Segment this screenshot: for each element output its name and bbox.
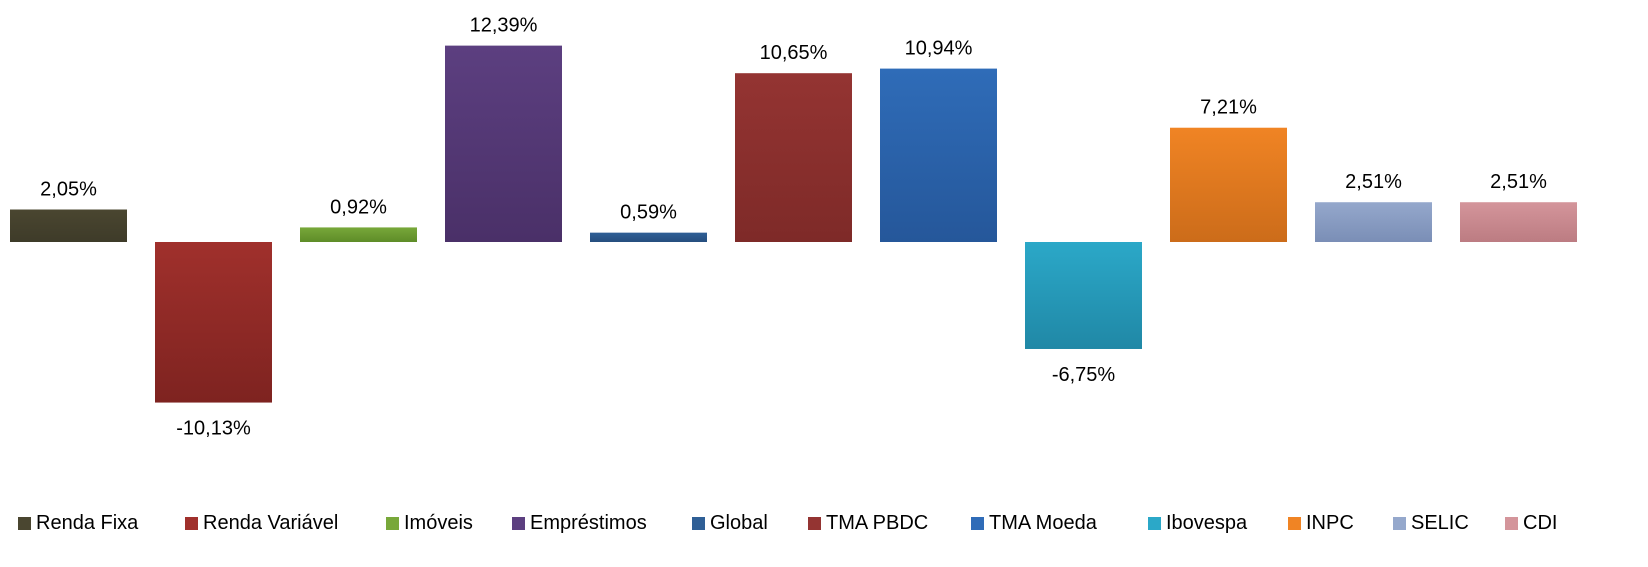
legend-swatch-renda-fixa <box>18 517 31 530</box>
legend-label-inpc: INPC <box>1306 512 1354 534</box>
data-label-emprestimos: 12,39% <box>470 15 538 37</box>
bar-inpc <box>1170 127 1287 242</box>
legend-swatch-tma-moeda <box>971 517 984 530</box>
legend-label-tma-moeda: TMA Moeda <box>989 512 1097 534</box>
legend-item-renda-fixa: Renda Fixa <box>18 512 138 535</box>
legend-item-ibovespa: Ibovespa <box>1148 512 1247 535</box>
data-label-renda-fixa: 2,05% <box>40 179 97 201</box>
legend-swatch-ibovespa <box>1148 517 1161 530</box>
legend-label-imoveis: Imóveis <box>404 512 473 534</box>
bars-group <box>10 45 1577 403</box>
data-label-selic: 2,51% <box>1345 171 1402 193</box>
data-label-ibovespa: -6,75% <box>1052 364 1116 386</box>
legend-swatch-inpc <box>1288 517 1301 530</box>
bar-emprestimos <box>445 45 562 242</box>
legend: Renda Fixa Renda Variável Imóveis Empréstim… <box>0 512 1648 542</box>
data-label-imoveis: 0,92% <box>330 196 387 218</box>
bar-selic <box>1315 202 1432 242</box>
legend-item-inpc: INPC <box>1288 512 1354 535</box>
legend-label-renda-fixa: Renda Fixa <box>36 512 139 534</box>
data-label-inpc: 7,21% <box>1200 97 1257 119</box>
legend-label-global: Global <box>710 512 768 534</box>
legend-item-emprestimos: Empréstimos <box>512 512 647 535</box>
legend-item-global: Global <box>692 512 768 535</box>
data-label-global: 0,59% <box>620 202 677 224</box>
legend-item-selic: SELIC <box>1393 512 1469 535</box>
bar-ibovespa <box>1025 242 1142 349</box>
data-label-tma-pbdc: 10,65% <box>760 42 828 64</box>
bar-imoveis <box>300 227 417 242</box>
legend-item-renda-variavel: Renda Variável <box>185 512 338 535</box>
legend-label-cdi: CDI <box>1523 512 1558 534</box>
legend-swatch-global <box>692 517 705 530</box>
bar-tma-pbdc <box>735 73 852 242</box>
legend-swatch-cdi <box>1505 517 1518 530</box>
legend-swatch-emprestimos <box>512 517 525 530</box>
legend-label-emprestimos: Empréstimos <box>530 512 647 534</box>
legend-item-imoveis: Imóveis <box>386 512 473 535</box>
legend-swatch-renda-variavel <box>185 517 198 530</box>
bar-renda-fixa <box>10 209 127 242</box>
legend-item-tma-pbdc: TMA PBDC <box>808 512 928 535</box>
data-label-cdi: 2,51% <box>1490 171 1547 193</box>
legend-item-tma-moeda: TMA Moeda <box>971 512 1097 535</box>
legend-label-tma-pbdc: TMA PBDC <box>826 512 929 534</box>
bar-global <box>590 232 707 242</box>
data-label-tma-moeda: 10,94% <box>905 38 973 60</box>
bar-tma-moeda <box>880 68 997 242</box>
legend-swatch-imoveis <box>386 517 399 530</box>
bar-cdi <box>1460 202 1577 242</box>
data-labels-group: 2,05% -10,13% 0,92% 12,39% 0,59% 10,65% 10,94%… <box>40 15 1547 440</box>
data-label-renda-variavel: -10,13% <box>176 418 251 440</box>
legend-item-cdi: CDI <box>1505 512 1557 535</box>
legend-swatch-tma-pbdc <box>808 517 821 530</box>
legend-label-selic: SELIC <box>1411 512 1469 534</box>
legend-label-ibovespa: Ibovespa <box>1166 512 1248 534</box>
bar-renda-variavel <box>155 242 272 403</box>
legend-swatch-selic <box>1393 517 1406 530</box>
legend-label-renda-variavel: Renda Variável <box>203 512 339 534</box>
